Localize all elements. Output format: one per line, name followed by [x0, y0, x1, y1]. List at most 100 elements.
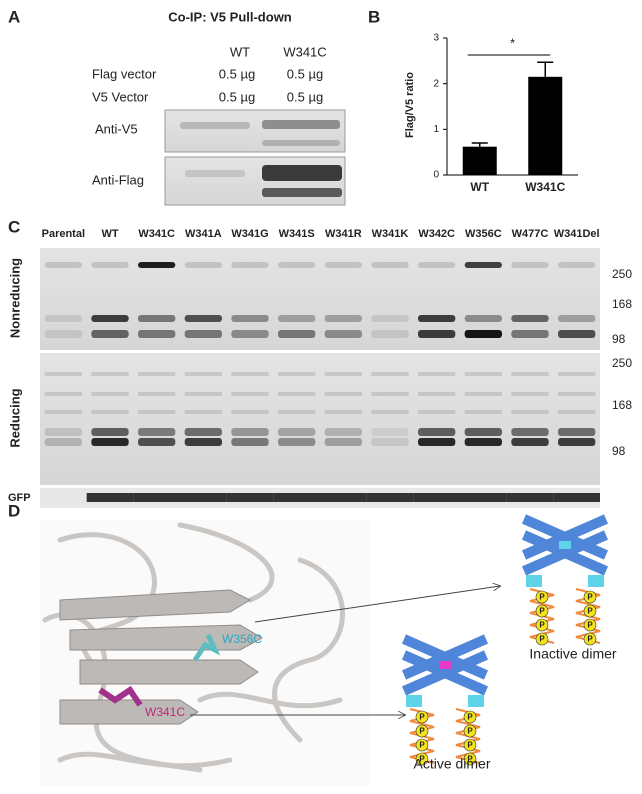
lane-label: W477C — [512, 228, 549, 240]
row-label: GFP — [8, 492, 31, 504]
cell: 0.5 µg — [219, 66, 255, 81]
band — [91, 410, 129, 414]
dimer-label: Inactive dimer — [529, 646, 616, 662]
mutation-label: W356C — [222, 632, 262, 646]
band — [464, 428, 502, 436]
marker-label: 98 — [612, 444, 626, 458]
band — [511, 410, 549, 414]
band — [464, 262, 502, 268]
band — [418, 428, 456, 436]
lane-label: W356C — [465, 228, 502, 240]
bar — [528, 76, 563, 175]
band — [231, 330, 269, 338]
band — [44, 372, 82, 376]
lane-label: Parental — [42, 228, 85, 240]
band — [262, 165, 342, 181]
band — [184, 330, 222, 338]
band — [558, 262, 596, 268]
band — [44, 392, 82, 396]
band — [464, 372, 502, 376]
band — [91, 428, 129, 436]
marker-label: 98 — [612, 332, 626, 346]
band — [138, 372, 176, 376]
band — [324, 372, 362, 376]
column-header: W341C — [283, 44, 326, 59]
x-tick-label: WT — [470, 180, 489, 194]
lane-label: W341C — [138, 228, 175, 240]
band — [558, 428, 596, 436]
band — [511, 372, 549, 376]
x-tick-label: W341C — [525, 180, 565, 194]
band — [553, 493, 600, 502]
band — [511, 330, 549, 338]
band — [231, 315, 269, 322]
band — [324, 330, 362, 338]
band — [138, 392, 176, 396]
column-header: WT — [230, 44, 250, 59]
bar-chart: 0 1 2 3 WT W341C * — [433, 33, 578, 194]
panel-title: Co-IP: V5 Pull-down — [168, 9, 292, 24]
row-label: Flag vector — [92, 66, 157, 81]
band — [324, 315, 362, 322]
blot-label: Anti-V5 — [95, 121, 138, 136]
lane-label: W341R — [325, 228, 362, 240]
band — [273, 493, 320, 502]
band — [138, 262, 176, 268]
band — [231, 428, 269, 436]
panel-label: A — [8, 7, 20, 26]
band — [180, 493, 227, 502]
band — [44, 438, 82, 446]
blot-label: Anti-Flag — [92, 172, 144, 187]
band — [138, 410, 176, 414]
band — [44, 330, 82, 338]
bar — [462, 146, 497, 175]
band — [91, 330, 129, 338]
marker-label: 168 — [612, 297, 632, 311]
row-label: Reducing — [7, 388, 22, 447]
band — [324, 392, 362, 396]
band — [44, 428, 82, 436]
cell: 0.5 µg — [219, 89, 255, 104]
band — [371, 428, 409, 436]
panel-label: D — [8, 501, 20, 520]
band — [138, 315, 176, 322]
band — [226, 493, 274, 502]
band — [231, 372, 269, 376]
lane-label: W341S — [279, 228, 315, 240]
band — [262, 140, 340, 146]
band — [133, 493, 180, 502]
band — [418, 372, 456, 376]
band — [91, 315, 129, 322]
band — [371, 330, 409, 338]
blot-background — [40, 248, 600, 350]
mutation-label: W341C — [145, 705, 185, 719]
band — [413, 493, 460, 502]
band — [138, 330, 176, 338]
band — [558, 330, 596, 338]
cell: 0.5 µg — [287, 66, 323, 81]
band — [418, 410, 456, 414]
band — [324, 438, 362, 446]
band — [278, 410, 316, 414]
band — [464, 438, 502, 446]
lane-label: W341Del — [554, 228, 600, 240]
band — [464, 315, 502, 322]
band — [184, 392, 222, 396]
y-tick-label: 3 — [433, 33, 439, 44]
band — [185, 170, 245, 177]
lane-label: W341G — [231, 228, 268, 240]
band — [262, 188, 342, 197]
band — [278, 262, 316, 268]
band — [180, 122, 250, 129]
band — [278, 428, 316, 436]
band — [184, 410, 222, 414]
band — [371, 410, 409, 414]
marker-label: 250 — [612, 356, 632, 370]
band — [184, 315, 222, 322]
band — [91, 438, 129, 446]
band — [464, 330, 502, 338]
protein-structure — [40, 520, 370, 785]
band — [558, 372, 596, 376]
error-bar — [537, 61, 554, 77]
band — [320, 493, 367, 502]
